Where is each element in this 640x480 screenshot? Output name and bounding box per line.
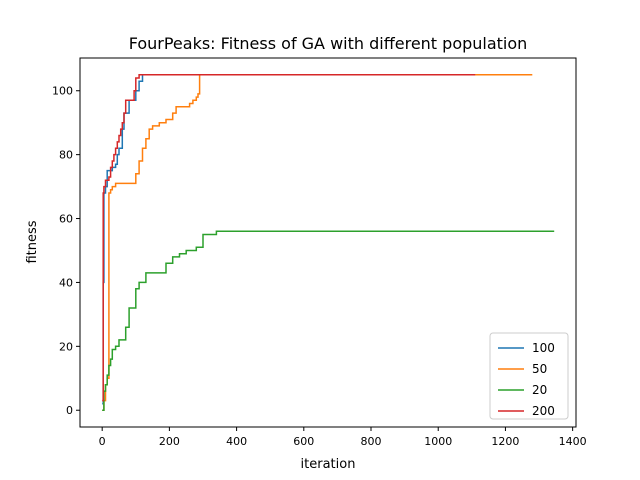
y-tick-label: 100	[52, 85, 73, 98]
y-axis-label: fitness	[25, 220, 40, 263]
x-tick-label: 400	[226, 435, 247, 448]
x-tick-label: 1000	[424, 435, 452, 448]
legend-label: 100	[532, 341, 555, 355]
series-line-20	[102, 230, 555, 411]
legend-label: 20	[532, 383, 547, 397]
legend: 100 50 20 200	[489, 332, 569, 420]
y-tick-label: 80	[59, 149, 73, 162]
x-axis-label: iteration	[301, 457, 356, 472]
legend-box	[489, 332, 569, 420]
y-tick-label: 0	[66, 404, 73, 417]
axes-frame	[79, 57, 577, 428]
y-axis: 0 20 40 60 80 100	[52, 85, 80, 417]
series-line-200	[102, 74, 476, 402]
plot-area	[102, 74, 555, 411]
series-line-100	[102, 74, 476, 405]
legend-label: 200	[532, 404, 555, 418]
x-axis: 0 200 400 600 800 1000 1200 1400	[99, 427, 587, 448]
y-tick-label: 60	[59, 213, 73, 226]
x-tick-label: 1200	[491, 435, 519, 448]
chart-title: FourPeaks: Fitness of GA with different …	[129, 34, 528, 53]
legend-label: 50	[532, 362, 547, 376]
x-tick-label: 200	[159, 435, 180, 448]
series-line-50	[102, 74, 533, 411]
x-tick-label: 1400	[559, 435, 587, 448]
x-tick-label: 800	[361, 435, 382, 448]
x-tick-label: 600	[293, 435, 314, 448]
y-tick-label: 20	[59, 340, 73, 353]
y-tick-label: 40	[59, 276, 73, 289]
x-tick-label: 0	[99, 435, 106, 448]
